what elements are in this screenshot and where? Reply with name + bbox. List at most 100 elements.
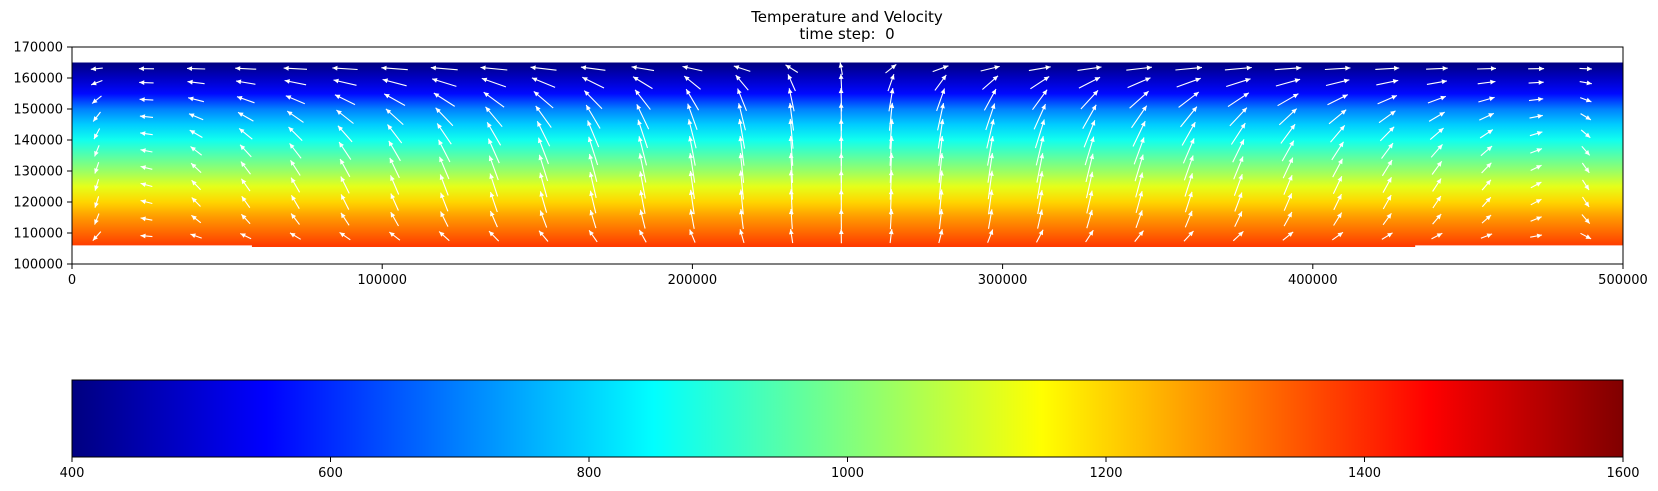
velocity-arrow: [1530, 164, 1542, 171]
velocity-arrow: [1233, 174, 1243, 196]
velocity-arrow: [1086, 190, 1094, 214]
velocity-arrow: [1178, 91, 1200, 108]
velocity-arrow: [1480, 233, 1493, 239]
velocity-arrow: [733, 65, 751, 72]
x-tick-label: 0: [68, 273, 76, 288]
velocity-arrow: [332, 65, 358, 71]
velocity-arrow: [188, 96, 205, 103]
velocity-arrow: [1184, 210, 1193, 228]
velocity-arrow: [1032, 89, 1048, 111]
velocity-arrow: [92, 231, 102, 241]
velocity-arrow: [91, 95, 102, 104]
velocity-arrow: [140, 148, 153, 153]
velocity-arrow: [1432, 213, 1442, 225]
velocity-arrow: [1037, 209, 1044, 229]
velocity-arrow: [92, 111, 101, 122]
velocity-arrow: [737, 103, 746, 131]
velocity-arrow: [94, 145, 100, 157]
velocity-arrows: [90, 62, 1593, 244]
velocity-arrow: [240, 161, 251, 175]
velocity-arrow: [138, 66, 155, 72]
velocity-arrow: [888, 88, 895, 112]
velocity-arrow: [1135, 210, 1143, 228]
velocity-arrow: [1530, 233, 1543, 239]
velocity-arrow: [1530, 216, 1542, 222]
colorbar-tick-label: 600: [318, 466, 343, 481]
velocity-arrow: [982, 75, 999, 90]
velocity-arrow: [436, 123, 452, 145]
velocity-arrow: [987, 170, 994, 200]
velocity-arrow: [290, 177, 301, 193]
velocity-arrow: [1581, 145, 1591, 156]
velocity-arrow: [433, 92, 455, 107]
velocity-arrow: [239, 144, 252, 158]
velocity-arrow: [1134, 230, 1144, 242]
velocity-arrow: [785, 64, 799, 73]
colorbar-axis: 400 600 800 1000 1200 1400 1600: [60, 457, 1640, 481]
y-tick-label: 160000: [13, 72, 63, 87]
velocity-arrow: [638, 171, 646, 199]
velocity-arrow: [385, 108, 404, 126]
velocity-arrow: [340, 194, 350, 210]
velocity-arrow: [94, 213, 100, 225]
velocity-arrow: [1282, 157, 1294, 179]
velocity-arrow: [1528, 97, 1544, 102]
velocity-arrow: [936, 88, 946, 112]
velocity-arrow: [588, 171, 597, 199]
x-tick-label: 500000: [1598, 273, 1648, 288]
velocity-arrow: [340, 212, 350, 226]
velocity-arrow: [1431, 232, 1443, 240]
velocity-arrow: [888, 229, 894, 244]
velocity-arrow: [1183, 155, 1194, 181]
velocity-arrow: [1227, 92, 1250, 108]
velocity-arrow: [1183, 230, 1194, 242]
velocity-arrow: [538, 154, 549, 182]
velocity-arrow: [530, 65, 557, 71]
velocity-arrow: [787, 88, 795, 112]
velocity-arrow: [934, 74, 947, 91]
velocity-arrow: [286, 110, 304, 123]
velocity-arrow: [738, 118, 746, 149]
velocity-arrow: [535, 105, 552, 128]
velocity-arrow: [539, 172, 548, 198]
y-axis: 100000 110000 120000 130000 140000 150000 1600…: [13, 41, 72, 273]
velocity-arrow: [489, 210, 498, 228]
velocity-arrow: [1176, 77, 1201, 88]
velocity-arrow: [1034, 119, 1046, 149]
y-tick-label: 110000: [13, 227, 63, 242]
velocity-arrow: [188, 113, 204, 121]
velocity-arrow: [1331, 141, 1344, 161]
velocity-arrow: [838, 62, 844, 75]
velocity-arrow: [235, 66, 257, 71]
velocity-arrow: [387, 124, 403, 144]
velocity-arrow: [1332, 175, 1343, 194]
velocity-arrow: [588, 153, 598, 182]
velocity-arrow: [1224, 65, 1252, 71]
colorbar-tick-label: 400: [60, 466, 85, 481]
velocity-arrow: [94, 179, 100, 191]
velocity-arrow: [1382, 212, 1392, 226]
velocity-arrow: [1030, 76, 1050, 90]
velocity-arrow: [1033, 103, 1047, 130]
velocity-arrow: [1426, 79, 1447, 85]
velocity-arrow: [1036, 171, 1044, 199]
plot-frame: [71, 46, 1624, 265]
velocity-arrow: [689, 229, 696, 243]
velocity-arrow: [587, 120, 600, 148]
velocity-arrow: [190, 146, 203, 156]
velocity-arrow: [1579, 66, 1593, 72]
velocity-arrow: [987, 209, 994, 229]
velocity-arrow: [1085, 153, 1095, 183]
velocity-arrow: [1080, 90, 1099, 110]
velocity-arrow: [489, 173, 499, 197]
velocity-arrow: [887, 74, 895, 92]
velocity-arrow: [1579, 80, 1592, 86]
velocity-arrow: [739, 229, 745, 244]
velocity-arrow: [1530, 198, 1542, 206]
velocity-arrow: [539, 210, 548, 228]
velocity-arrow: [1582, 196, 1590, 208]
velocity-arrow: [1280, 123, 1296, 144]
velocity-arrow: [1086, 209, 1093, 229]
velocity-arrow: [986, 119, 995, 149]
